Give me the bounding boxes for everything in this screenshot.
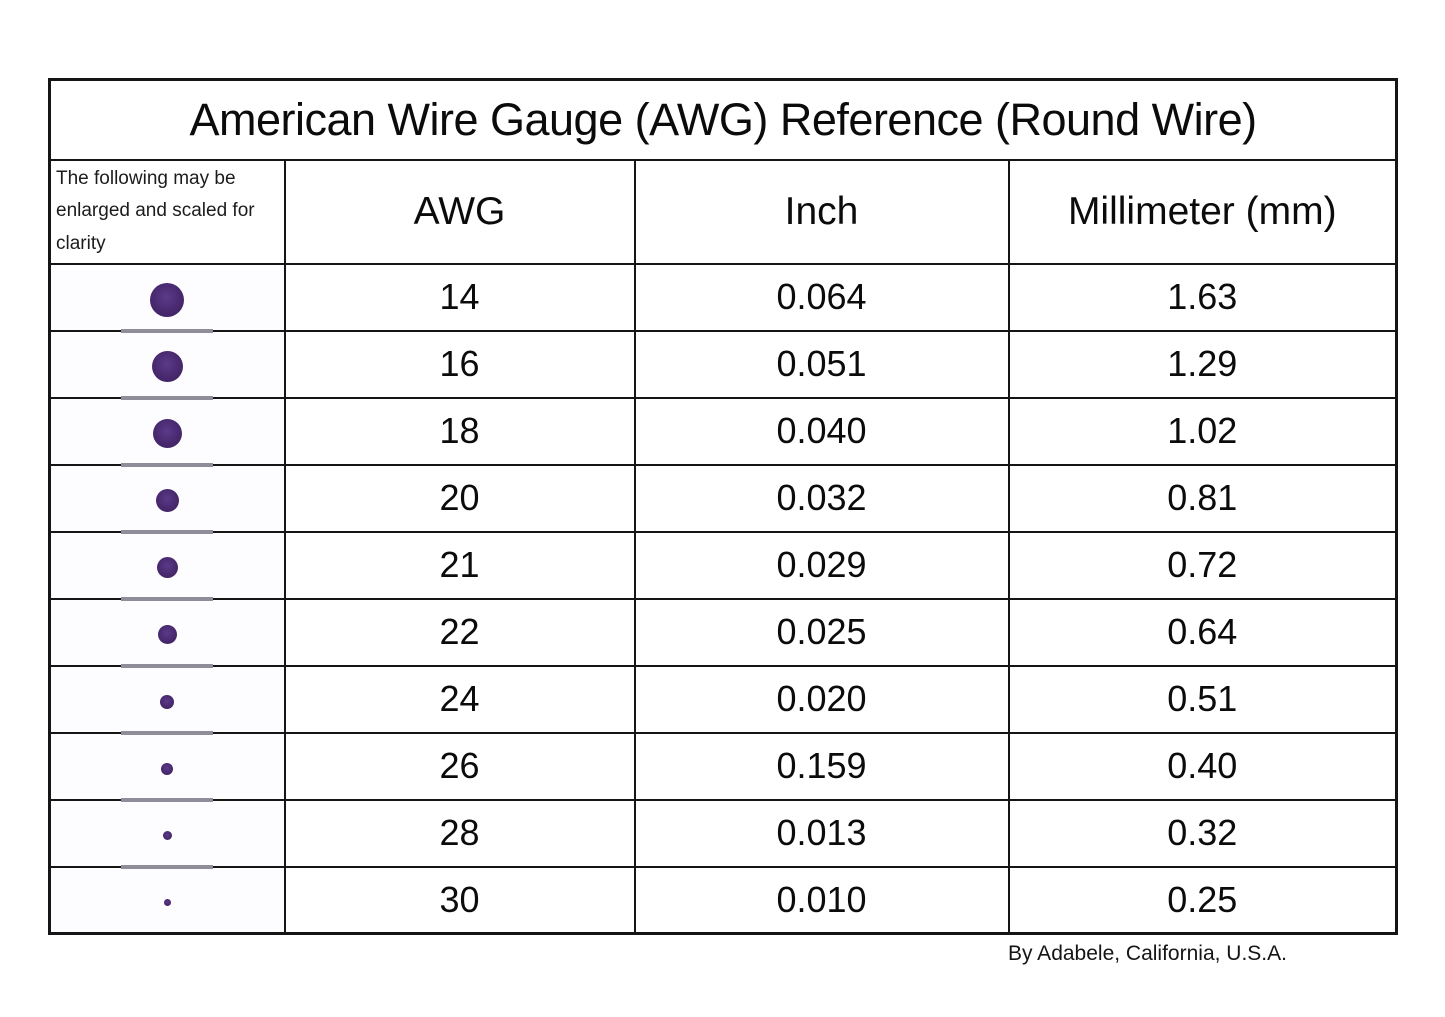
awg-cell: 22 bbox=[283, 597, 636, 667]
inch-cell: 0.051 bbox=[633, 329, 1010, 399]
inch-cell: 0.159 bbox=[633, 731, 1010, 801]
awg-cell: 14 bbox=[283, 262, 636, 332]
table-row: 21 0.029 0.72 bbox=[48, 530, 1398, 601]
credit-line: By Adabele, California, U.S.A. bbox=[1008, 942, 1287, 965]
clarity-note: The following may be enlarged and scaled… bbox=[48, 158, 286, 265]
wire-size-dot bbox=[162, 831, 172, 840]
wire-size-dot bbox=[160, 694, 175, 709]
dot-underline bbox=[121, 797, 214, 802]
wire-size-dot bbox=[152, 419, 182, 448]
table-row: 16 0.051 1.29 bbox=[48, 329, 1398, 400]
awg-cell: 28 bbox=[283, 798, 636, 868]
column-header-mm: Millimeter (mm) bbox=[1007, 158, 1398, 265]
dot-cell bbox=[48, 396, 286, 467]
column-header-awg: AWG bbox=[283, 158, 636, 265]
column-header-inch: Inch bbox=[633, 158, 1010, 265]
table-row: 22 0.025 0.64 bbox=[48, 597, 1398, 668]
awg-cell: 16 bbox=[283, 329, 636, 399]
dot-cell bbox=[48, 530, 286, 601]
table-row: 14 0.064 1.63 bbox=[48, 262, 1398, 333]
dot-cell bbox=[48, 597, 286, 668]
awg-cell: 26 bbox=[283, 731, 636, 801]
dot-cell bbox=[48, 463, 286, 534]
inch-cell: 0.040 bbox=[633, 396, 1010, 466]
table-row: 30 0.010 0.25 bbox=[48, 865, 1398, 935]
page-title: American Wire Gauge (AWG) Reference (Rou… bbox=[48, 78, 1398, 161]
dot-underline bbox=[121, 395, 214, 400]
awg-cell: 21 bbox=[283, 530, 636, 600]
wire-size-dot bbox=[163, 898, 171, 906]
mm-cell: 0.32 bbox=[1007, 798, 1398, 868]
dot-underline bbox=[121, 864, 214, 869]
dot-cell bbox=[48, 262, 286, 333]
inch-cell: 0.013 bbox=[633, 798, 1010, 868]
dot-underline bbox=[121, 730, 214, 735]
awg-cell: 18 bbox=[283, 396, 636, 466]
inch-cell: 0.010 bbox=[633, 865, 1010, 935]
mm-cell: 0.64 bbox=[1007, 597, 1398, 667]
wire-size-dot bbox=[161, 762, 174, 775]
dot-underline bbox=[121, 663, 214, 668]
awg-cell: 20 bbox=[283, 463, 636, 533]
wire-size-dot bbox=[157, 625, 177, 644]
wire-size-dot bbox=[150, 282, 185, 317]
wire-size-dot bbox=[155, 489, 179, 512]
table-row: 24 0.020 0.51 bbox=[48, 664, 1398, 735]
dot-cell bbox=[48, 329, 286, 400]
table-row: 28 0.013 0.32 bbox=[48, 798, 1398, 869]
awg-cell: 24 bbox=[283, 664, 636, 734]
wire-size-dot bbox=[151, 351, 183, 382]
dot-underline bbox=[121, 529, 214, 534]
inch-cell: 0.025 bbox=[633, 597, 1010, 667]
mm-cell: 0.51 bbox=[1007, 664, 1398, 734]
dot-cell bbox=[48, 798, 286, 869]
table-row: 20 0.032 0.81 bbox=[48, 463, 1398, 534]
dot-cell bbox=[48, 664, 286, 735]
awg-cell: 30 bbox=[283, 865, 636, 935]
mm-cell: 0.40 bbox=[1007, 731, 1398, 801]
inch-cell: 0.064 bbox=[633, 262, 1010, 332]
inch-cell: 0.029 bbox=[633, 530, 1010, 600]
mm-cell: 0.72 bbox=[1007, 530, 1398, 600]
dot-cell bbox=[48, 731, 286, 802]
dot-underline bbox=[121, 462, 214, 467]
awg-table: American Wire Gauge (AWG) Reference (Rou… bbox=[48, 78, 1399, 936]
mm-cell: 1.02 bbox=[1007, 396, 1398, 466]
dot-underline bbox=[121, 596, 214, 601]
mm-cell: 1.29 bbox=[1007, 329, 1398, 399]
mm-cell: 1.63 bbox=[1007, 262, 1398, 332]
table-row: 26 0.159 0.40 bbox=[48, 731, 1398, 802]
mm-cell: 0.81 bbox=[1007, 463, 1398, 533]
inch-cell: 0.032 bbox=[633, 463, 1010, 533]
wire-size-dot bbox=[156, 557, 178, 578]
dot-underline bbox=[121, 328, 214, 333]
header-row: The following may be enlarged and scaled… bbox=[48, 158, 1398, 265]
mm-cell: 0.25 bbox=[1007, 865, 1398, 935]
title-row: American Wire Gauge (AWG) Reference (Rou… bbox=[48, 78, 1398, 161]
table-row: 18 0.040 1.02 bbox=[48, 396, 1398, 467]
inch-cell: 0.020 bbox=[633, 664, 1010, 734]
dot-cell bbox=[48, 865, 286, 935]
